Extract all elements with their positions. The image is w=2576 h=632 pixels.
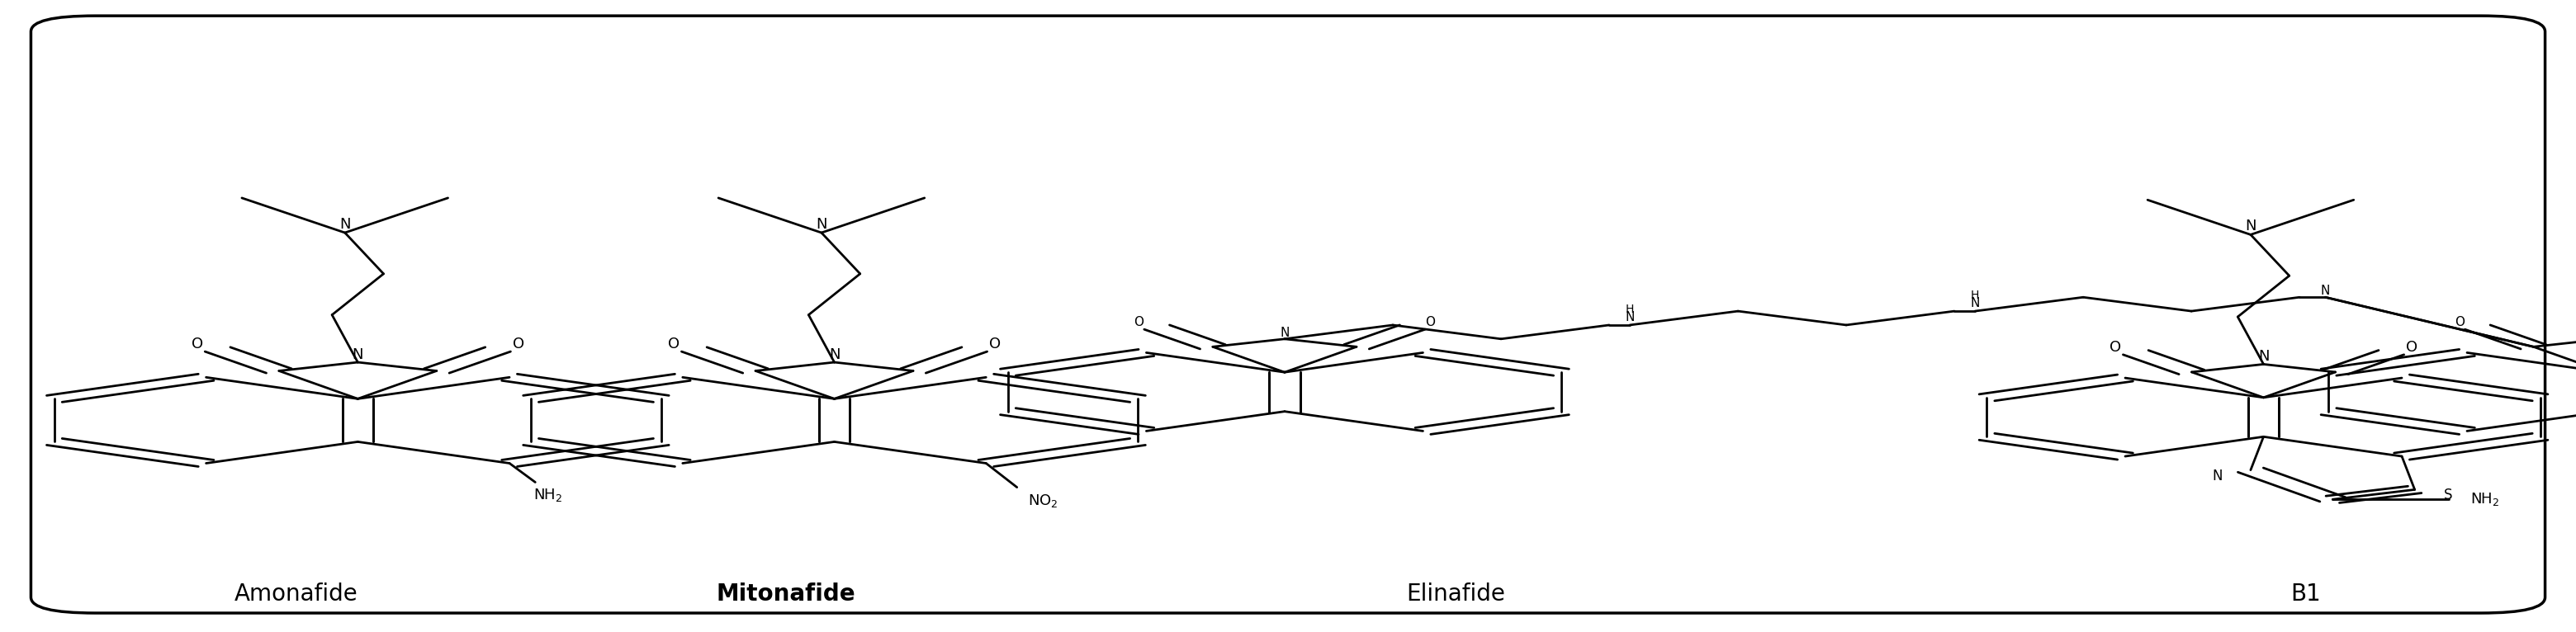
Text: N: N	[2213, 469, 2223, 483]
Text: O: O	[989, 337, 1002, 352]
Text: O: O	[191, 337, 204, 352]
Text: N: N	[817, 217, 827, 232]
Text: N: N	[353, 347, 363, 362]
Text: NH$_2$: NH$_2$	[2470, 491, 2499, 507]
Text: O: O	[2110, 340, 2120, 355]
Text: N: N	[1280, 327, 1291, 339]
Text: H: H	[1971, 289, 1978, 301]
Text: NO$_2$: NO$_2$	[1028, 493, 1059, 509]
Text: Amonafide: Amonafide	[234, 583, 358, 605]
Text: NH$_2$: NH$_2$	[533, 487, 562, 503]
Text: N: N	[340, 217, 350, 232]
Text: Elinafide: Elinafide	[1406, 583, 1504, 605]
Text: B1: B1	[2290, 583, 2321, 605]
FancyBboxPatch shape	[31, 16, 2545, 613]
Text: N: N	[2259, 349, 2269, 364]
Text: Mitonafide: Mitonafide	[716, 583, 855, 605]
Text: N: N	[2246, 219, 2257, 234]
Text: O: O	[513, 337, 526, 352]
Text: O: O	[2406, 340, 2419, 355]
Text: O: O	[2455, 316, 2465, 328]
Text: O: O	[1425, 316, 1435, 328]
Text: H: H	[1625, 303, 1633, 315]
Text: O: O	[1133, 316, 1144, 328]
Text: N: N	[1971, 298, 1981, 310]
Text: S: S	[2445, 487, 2452, 502]
Text: N: N	[829, 347, 840, 362]
Text: N: N	[1625, 312, 1636, 324]
Text: N: N	[2321, 285, 2331, 297]
Text: O: O	[667, 337, 680, 352]
